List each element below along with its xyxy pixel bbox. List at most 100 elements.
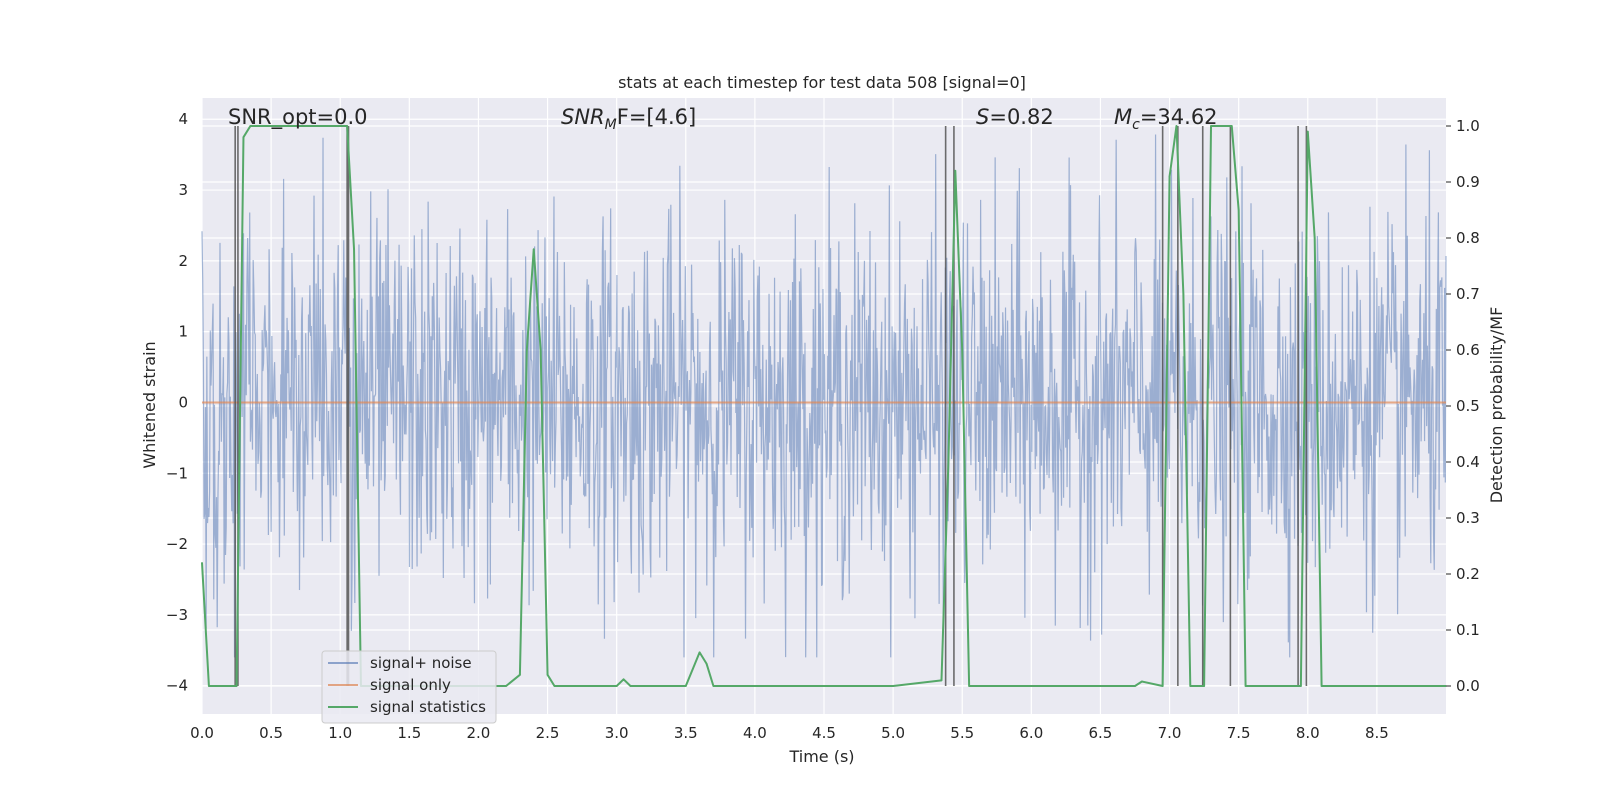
signal-statistics-point — [940, 679, 943, 682]
signal-statistics-point — [1099, 685, 1102, 687]
signal-statistics-point — [588, 685, 590, 687]
signal-statistics-point — [754, 685, 756, 687]
signal-statistics-point — [1141, 680, 1143, 683]
y2-tick-label: 0.9 — [1456, 173, 1480, 191]
y-tick-label: 4 — [178, 110, 188, 128]
signal-statistics-series — [201, 125, 1447, 687]
signal-statistics-point — [954, 170, 957, 172]
signal-statistics-point — [892, 685, 894, 687]
signal-statistics-point — [284, 125, 286, 127]
signal-statistics-point — [339, 125, 342, 127]
signal-statistics-point — [221, 685, 224, 687]
signal-statistics-point — [1244, 685, 1247, 687]
y2-tick-label: 0.3 — [1456, 509, 1480, 527]
snr-mf-base: SNR — [561, 105, 605, 129]
x-axis-ticks: 0.0 0.5 1.0 1.5 2.0 2.5 3.0 3.5 4.0 4.5 5.0 5.5 6.0 6… — [190, 724, 1389, 742]
snr-mf-annotation: SNRMF=[4.6] — [561, 105, 696, 133]
chart-title: stats at each timestep for test data 508… — [618, 73, 1026, 92]
x-tick-label: 5.5 — [950, 724, 974, 742]
signal-statistics-point — [1306, 130, 1309, 133]
y2-tick-label: 0.8 — [1456, 229, 1480, 247]
y2-tick-label: 0.4 — [1456, 453, 1480, 471]
legend-box — [321, 650, 497, 724]
signal-statistics-point — [297, 125, 300, 127]
signal-statistics-point — [1300, 685, 1302, 687]
y-axis-label: Whitened strain — [140, 341, 159, 468]
signal-statistics-point — [1196, 685, 1198, 687]
x-tick-label: 2.0 — [467, 724, 491, 742]
y2-tick-label: 0.6 — [1456, 341, 1480, 359]
y-tick-label: 2 — [178, 252, 188, 270]
signal-statistics-point — [1251, 685, 1254, 687]
signal-statistics-point — [1334, 685, 1337, 687]
y-tick-label: −1 — [166, 464, 188, 482]
snr-opt-annotation: SNR_opt=0.0 — [228, 105, 368, 130]
x-tick-label: 1.5 — [397, 724, 421, 742]
signal-statistics-point — [1230, 125, 1233, 127]
signal-statistics-point — [684, 685, 687, 687]
x-tick-label: 6.0 — [1019, 724, 1043, 742]
y2-tick-label: 0.5 — [1456, 397, 1480, 415]
signal-statistics-point — [201, 562, 203, 564]
signal-statistics-point — [1134, 685, 1136, 687]
signal-statistics-point — [249, 125, 252, 127]
signal-statistics-point — [1362, 685, 1364, 687]
x-tick-label: 8.0 — [1296, 724, 1320, 742]
legend-label-signal-statistics: signal statistics — [370, 698, 486, 716]
s-annotation: S=0.82 — [976, 105, 1054, 129]
x-tick-label: 7.5 — [1227, 724, 1251, 742]
signal-statistics-point — [1030, 685, 1033, 687]
y-axis-ticks: −4 −3 −2 −1 0 1 2 3 4 — [166, 110, 188, 694]
signal-statistics-point — [1210, 125, 1212, 127]
signal-statistics-line — [201, 125, 1446, 687]
signal-statistics-point — [553, 685, 556, 687]
signal-statistics-point — [228, 685, 231, 687]
signal-statistics-point — [726, 685, 729, 687]
y-tick-label: −2 — [166, 535, 188, 553]
signal-statistics-point — [629, 685, 632, 687]
signal-statistics-point — [346, 125, 348, 127]
signal-statistics-point — [1175, 125, 1178, 127]
signal-statistics-point — [215, 685, 217, 687]
legend-label-signal-noise: signal+ noise — [370, 654, 472, 672]
mc-annotation: Mc=34.62 — [1114, 105, 1218, 133]
snr-mf-tail: F=[4.6] — [617, 105, 696, 129]
signal-statistics-point — [968, 685, 970, 687]
signal-statistics-point — [1217, 125, 1219, 127]
y-tick-label: 1 — [178, 323, 188, 341]
signal-statistics-point — [1389, 685, 1392, 687]
signal-statistics-point — [546, 674, 549, 676]
y2-axis-ticks: 0.0 0.1 0.2 0.3 0.4 0.5 0.6 0.7 0.8 0.9 1.0 — [1446, 117, 1480, 695]
signal-statistics-point — [712, 685, 715, 687]
mc-value: =34.62 — [1140, 105, 1218, 129]
s-value: =0.82 — [989, 105, 1053, 129]
signal-statistics-point — [208, 685, 210, 687]
signal-statistics-point — [705, 662, 708, 665]
signal-statistics-point — [574, 685, 576, 687]
y2-tick-label: 0.2 — [1456, 565, 1480, 583]
signal-statistics-point — [325, 125, 328, 127]
signal-statistics-point — [1168, 175, 1171, 178]
y2-tick-label: 0.7 — [1456, 285, 1480, 303]
signal-statistics-point — [975, 685, 977, 687]
signal-statistics-point — [947, 461, 950, 463]
signal-statistics-point — [1237, 209, 1240, 211]
y2-tick-label: 1.0 — [1456, 117, 1480, 135]
y-tick-label: −3 — [166, 606, 188, 624]
y-tick-label: 0 — [178, 393, 188, 411]
signal-statistics-point — [1182, 293, 1185, 295]
signal-statistics-point — [961, 349, 964, 351]
signal-statistics-point — [1203, 685, 1205, 687]
signal-statistics-point — [1327, 685, 1330, 687]
signal-statistics-point — [270, 125, 272, 127]
x-tick-label: 1.0 — [328, 724, 352, 742]
signal-statistics-point — [1189, 685, 1192, 687]
x-tick-label: 4.5 — [812, 724, 836, 742]
legend-label-signal-only: signal only — [370, 676, 451, 694]
signal-statistics-point — [256, 125, 259, 127]
y-tick-label: −4 — [166, 677, 188, 695]
s-label: S — [976, 105, 989, 129]
x-tick-label: 3.0 — [605, 724, 629, 742]
signal-statistics-point — [235, 685, 238, 687]
signal-statistics-point — [1224, 125, 1226, 127]
